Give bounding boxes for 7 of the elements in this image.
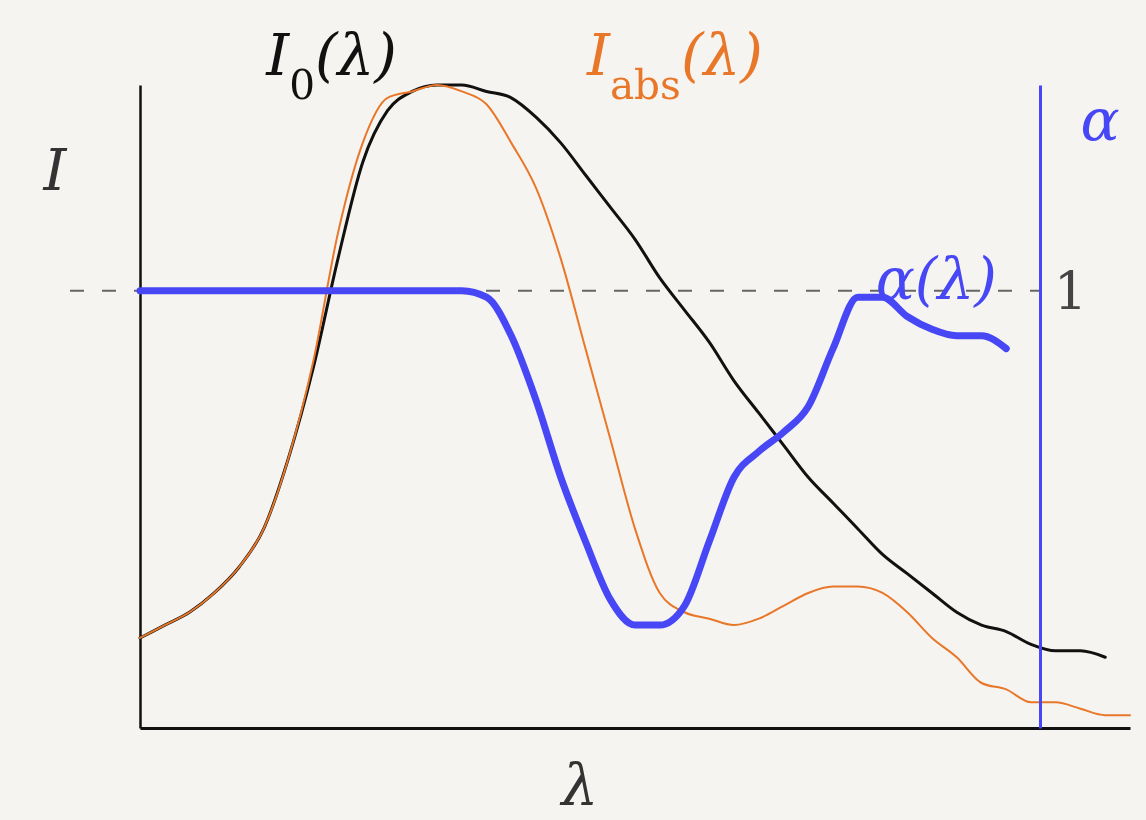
series-label: α(λ) — [875, 244, 997, 313]
x-axis-title: λ — [559, 751, 599, 819]
y2-axis-title: α — [1080, 86, 1120, 154]
series-label: I$_{0}$(λ) — [265, 21, 397, 109]
y-axis-title: I — [42, 136, 68, 204]
ref-line-label: 1 — [1054, 260, 1088, 321]
series-label: I$_{abs}$(λ) — [586, 21, 763, 109]
